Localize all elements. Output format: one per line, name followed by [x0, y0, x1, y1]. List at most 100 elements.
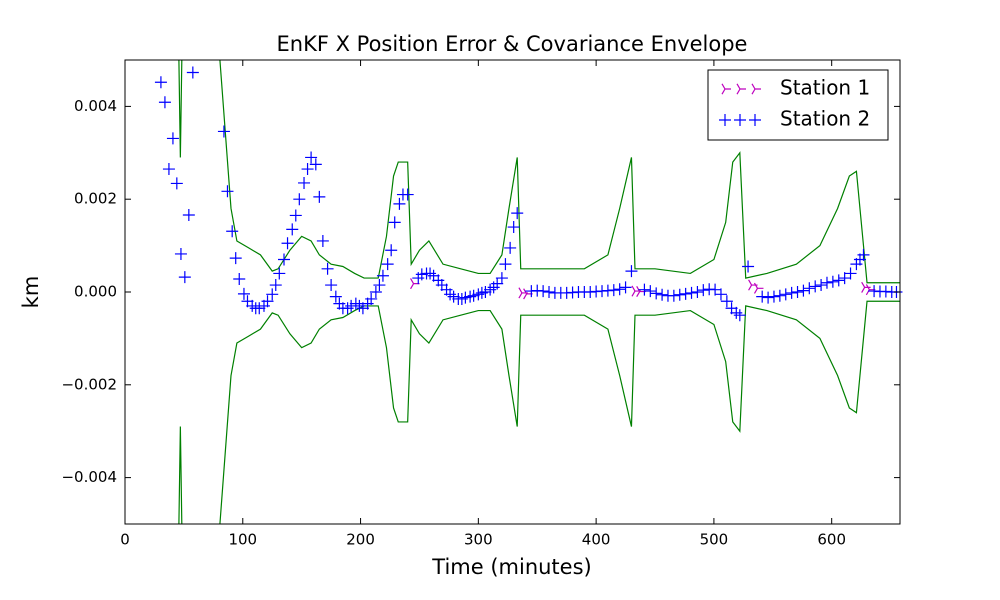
point	[625, 265, 638, 278]
legend-marker	[751, 83, 761, 95]
x-tick-label: 500	[700, 531, 729, 549]
point	[154, 76, 167, 89]
point	[479, 286, 492, 298]
x-tick-label: 400	[582, 531, 611, 549]
point	[393, 197, 406, 210]
point	[762, 291, 775, 304]
y-tick-label: −0.002	[61, 375, 117, 393]
point	[779, 288, 792, 301]
envelope-lower	[178, 300, 900, 524]
point	[178, 271, 191, 284]
point	[733, 309, 746, 322]
point	[401, 188, 414, 201]
point	[325, 279, 338, 292]
point	[685, 286, 698, 299]
point	[261, 295, 274, 308]
x-tick-label: 600	[817, 531, 846, 549]
point	[229, 252, 242, 265]
point	[844, 267, 857, 280]
point	[491, 277, 504, 290]
point	[815, 279, 828, 292]
y-tick-label: 0.000	[74, 283, 117, 301]
x-tick-label: 300	[464, 531, 493, 549]
point	[756, 290, 769, 303]
point	[720, 295, 733, 308]
point	[507, 221, 520, 234]
point	[748, 279, 758, 291]
point	[467, 289, 480, 302]
point	[803, 282, 816, 295]
point	[753, 282, 764, 294]
point	[266, 288, 279, 301]
point	[725, 302, 738, 315]
point	[241, 295, 254, 308]
point	[459, 291, 472, 304]
point	[186, 66, 199, 79]
point	[709, 283, 722, 296]
point	[826, 275, 839, 288]
x-tick-label: 100	[228, 531, 257, 549]
point	[537, 285, 550, 298]
point	[667, 289, 680, 302]
point	[365, 292, 378, 305]
point	[499, 258, 512, 271]
point	[773, 289, 786, 302]
point	[253, 302, 266, 315]
y-tick-label: −0.004	[61, 468, 117, 486]
point	[679, 287, 692, 300]
point	[174, 247, 187, 260]
point	[273, 267, 286, 280]
point	[316, 234, 329, 247]
point	[385, 244, 398, 257]
point	[797, 284, 810, 297]
point	[166, 132, 179, 145]
point	[638, 283, 651, 296]
point	[447, 290, 460, 303]
points-group	[154, 66, 903, 322]
point	[767, 290, 780, 303]
point	[269, 279, 282, 292]
legend-marker	[749, 114, 761, 126]
point	[656, 288, 669, 301]
point	[309, 158, 322, 171]
legend-marker	[721, 83, 731, 95]
point	[809, 280, 822, 293]
x-tick-label: 0	[120, 531, 130, 549]
point	[504, 241, 517, 254]
legend-marker	[736, 83, 746, 95]
point	[435, 279, 448, 292]
point	[369, 286, 382, 298]
x-axis-label: Time (minutes)	[431, 555, 591, 579]
point	[286, 223, 299, 236]
point	[388, 216, 401, 229]
legend: Station 1 Station 2	[707, 69, 889, 141]
point	[650, 287, 663, 300]
legend-marker	[734, 114, 746, 126]
point	[697, 284, 710, 297]
point	[427, 269, 440, 282]
point	[233, 273, 246, 286]
point	[373, 279, 386, 292]
point	[495, 272, 508, 285]
point	[838, 272, 851, 285]
point	[301, 163, 314, 176]
legend-label: Station 1	[780, 76, 870, 100]
legend-marker	[719, 114, 731, 126]
point	[289, 209, 302, 222]
legend-label: Station 2	[780, 107, 870, 131]
point	[170, 177, 183, 190]
point	[376, 269, 389, 282]
point	[714, 288, 727, 301]
point	[329, 290, 342, 303]
point	[298, 176, 311, 189]
point	[511, 207, 524, 220]
point	[518, 287, 528, 299]
y-tick-label: 0.004	[74, 97, 117, 115]
chart-title: EnKF X Position Error & Covariance Envel…	[277, 32, 748, 56]
point	[313, 190, 326, 203]
point	[381, 258, 394, 271]
point	[415, 268, 428, 281]
point	[217, 125, 230, 138]
point	[644, 285, 657, 298]
